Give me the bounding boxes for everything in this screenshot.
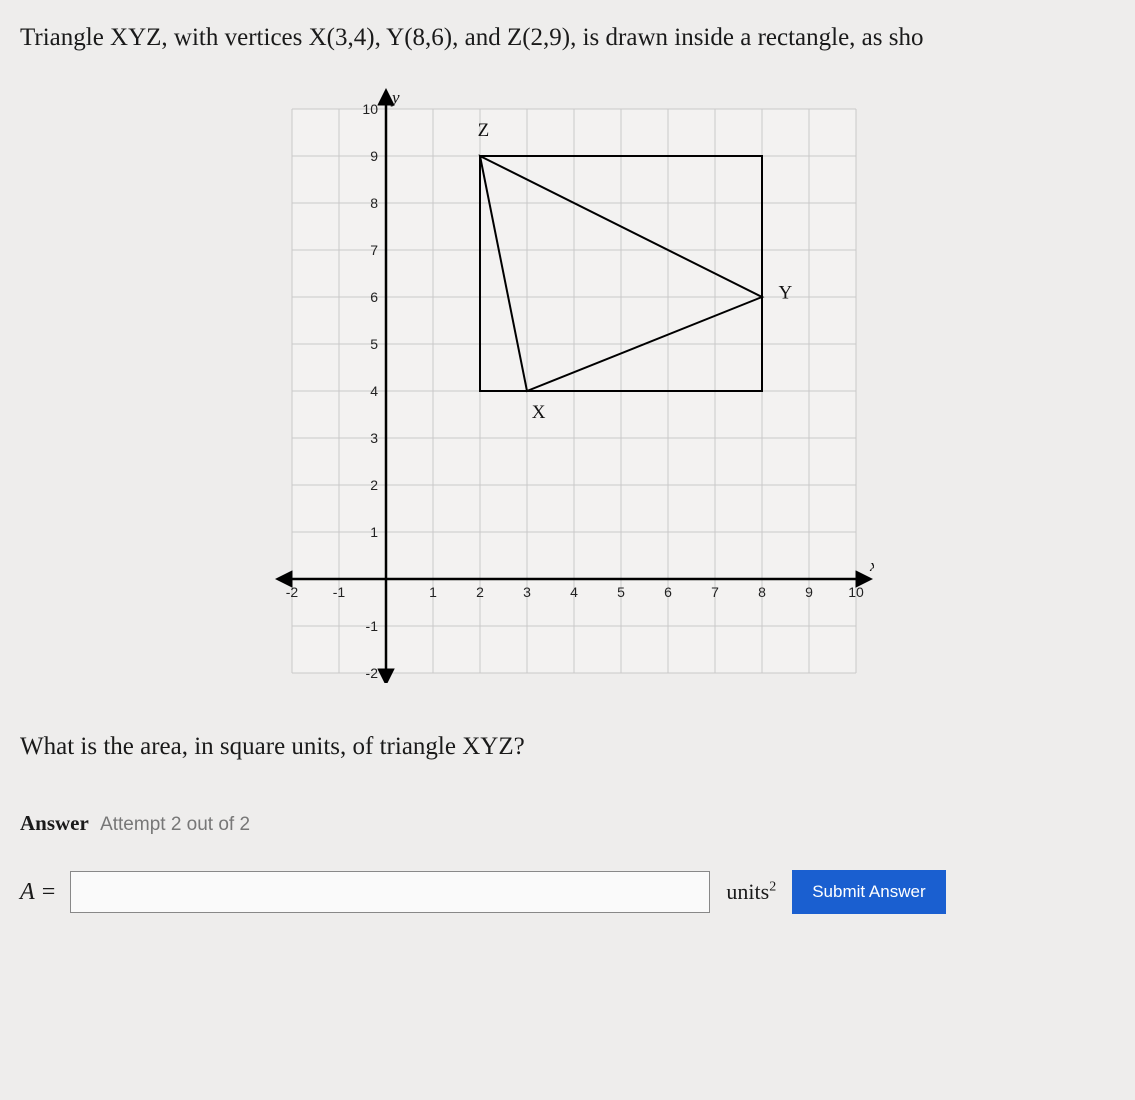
svg-text:10: 10	[848, 584, 864, 600]
svg-text:9: 9	[805, 584, 813, 600]
problem-statement: Triangle XYZ, with vertices X(3,4), Y(8,…	[20, 20, 1127, 55]
svg-text:y: y	[390, 88, 400, 107]
attempt-text: Attempt 2 out of 2	[100, 814, 250, 835]
answer-section: Answer Attempt 2 out of 2	[20, 811, 1127, 836]
svg-text:x: x	[869, 556, 874, 575]
svg-text:X: X	[531, 402, 545, 423]
submit-button[interactable]: Submit Answer	[792, 870, 945, 914]
svg-text:1: 1	[429, 584, 437, 600]
svg-text:Z: Z	[477, 120, 489, 141]
answer-input-row: A = units2 Submit Answer	[20, 870, 1127, 914]
answer-prefix: A =	[20, 879, 56, 906]
svg-text:4: 4	[570, 584, 578, 600]
svg-text:7: 7	[370, 242, 378, 258]
svg-text:8: 8	[758, 584, 766, 600]
svg-text:4: 4	[370, 383, 378, 399]
units-exponent: 2	[769, 880, 776, 895]
graph-container: -2 -1 1 2 3 4 5 6 7 8 9 10 -2 -1 1 2 3 4 5 6 7 8 9 10 x y X Y Z	[20, 85, 1127, 683]
units-text: units	[726, 879, 769, 904]
svg-text:7: 7	[711, 584, 719, 600]
svg-text:6: 6	[664, 584, 672, 600]
coordinate-graph: -2 -1 1 2 3 4 5 6 7 8 9 10 -2 -1 1 2 3 4 5 6 7 8 9 10 x y X Y Z	[274, 85, 874, 683]
answer-input[interactable]	[70, 871, 710, 913]
svg-text:-1: -1	[332, 584, 345, 600]
svg-text:3: 3	[523, 584, 531, 600]
svg-text:-2: -2	[365, 665, 378, 681]
svg-text:10: 10	[362, 101, 378, 117]
svg-text:5: 5	[370, 336, 378, 352]
svg-text:8: 8	[370, 195, 378, 211]
svg-text:5: 5	[617, 584, 625, 600]
answer-label: Answer	[20, 811, 89, 835]
svg-text:6: 6	[370, 289, 378, 305]
svg-text:2: 2	[370, 477, 378, 493]
question-text: What is the area, in square units, of tr…	[20, 733, 1127, 761]
svg-text:3: 3	[370, 430, 378, 446]
svg-text:Y: Y	[778, 282, 792, 303]
svg-text:9: 9	[370, 148, 378, 164]
svg-text:-1: -1	[365, 618, 378, 634]
svg-text:2: 2	[476, 584, 484, 600]
svg-text:-2: -2	[285, 584, 298, 600]
svg-text:1: 1	[370, 524, 378, 540]
units-label: units2	[726, 879, 776, 905]
